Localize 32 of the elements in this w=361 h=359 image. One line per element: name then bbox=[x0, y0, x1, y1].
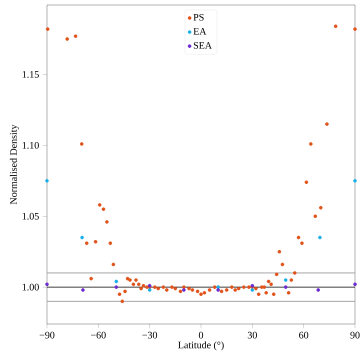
x-tick-label: 90 bbox=[350, 332, 360, 338]
legend-label: SEA bbox=[194, 42, 212, 49]
point bbox=[284, 278, 288, 282]
y-tick-label: 1.05 bbox=[22, 212, 39, 220]
point bbox=[114, 280, 118, 284]
x-tick-label: 0 bbox=[198, 332, 204, 338]
x-tick-label: 30 bbox=[248, 332, 257, 338]
legend-label: EA bbox=[193, 28, 206, 35]
point bbox=[316, 288, 320, 292]
point bbox=[148, 288, 152, 292]
x-tick-label: −90 bbox=[40, 332, 54, 338]
point bbox=[318, 236, 322, 240]
point bbox=[81, 288, 85, 292]
point bbox=[250, 288, 254, 292]
point bbox=[80, 236, 84, 240]
legend-label: PS bbox=[193, 14, 204, 21]
x-tick-label: 60 bbox=[299, 332, 308, 338]
point bbox=[353, 179, 357, 183]
point bbox=[216, 288, 220, 292]
point bbox=[45, 282, 49, 286]
x-tick-label: −60 bbox=[91, 332, 106, 338]
y-tick-label: 1.10 bbox=[22, 142, 39, 149]
point bbox=[182, 288, 186, 292]
point bbox=[45, 179, 49, 183]
y-tick-label: 1.15 bbox=[22, 71, 39, 78]
point bbox=[284, 285, 288, 289]
x-axis-title: Latitude (°) bbox=[178, 341, 224, 350]
point bbox=[353, 282, 357, 286]
point bbox=[114, 285, 118, 289]
y-axis-title: Normalised Density bbox=[10, 124, 19, 204]
x-tick-label: −30 bbox=[142, 332, 158, 338]
y-tick-label: 1.00 bbox=[22, 284, 39, 291]
